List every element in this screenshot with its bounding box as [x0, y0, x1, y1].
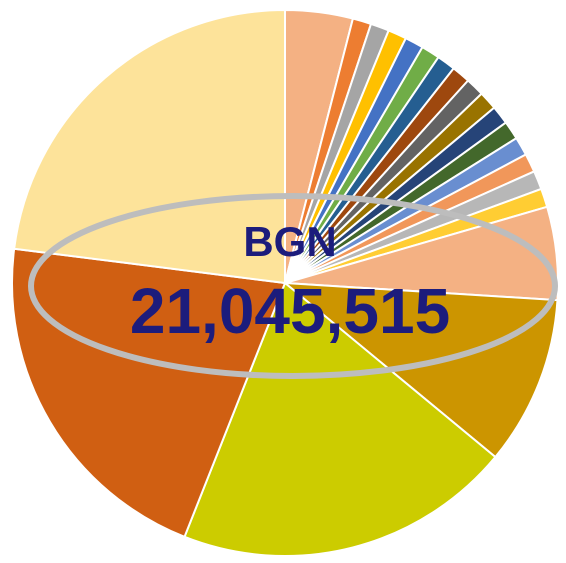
- center-value: 21,045,515: [130, 275, 450, 347]
- ring: [28, 193, 558, 379]
- pie: [11, 8, 559, 557]
- pie-slice: [183, 281, 497, 557]
- center-title: BGN: [243, 218, 336, 265]
- pie-slice: [13, 8, 286, 285]
- pie-slice: [281, 281, 559, 459]
- pie-slice: [11, 247, 287, 539]
